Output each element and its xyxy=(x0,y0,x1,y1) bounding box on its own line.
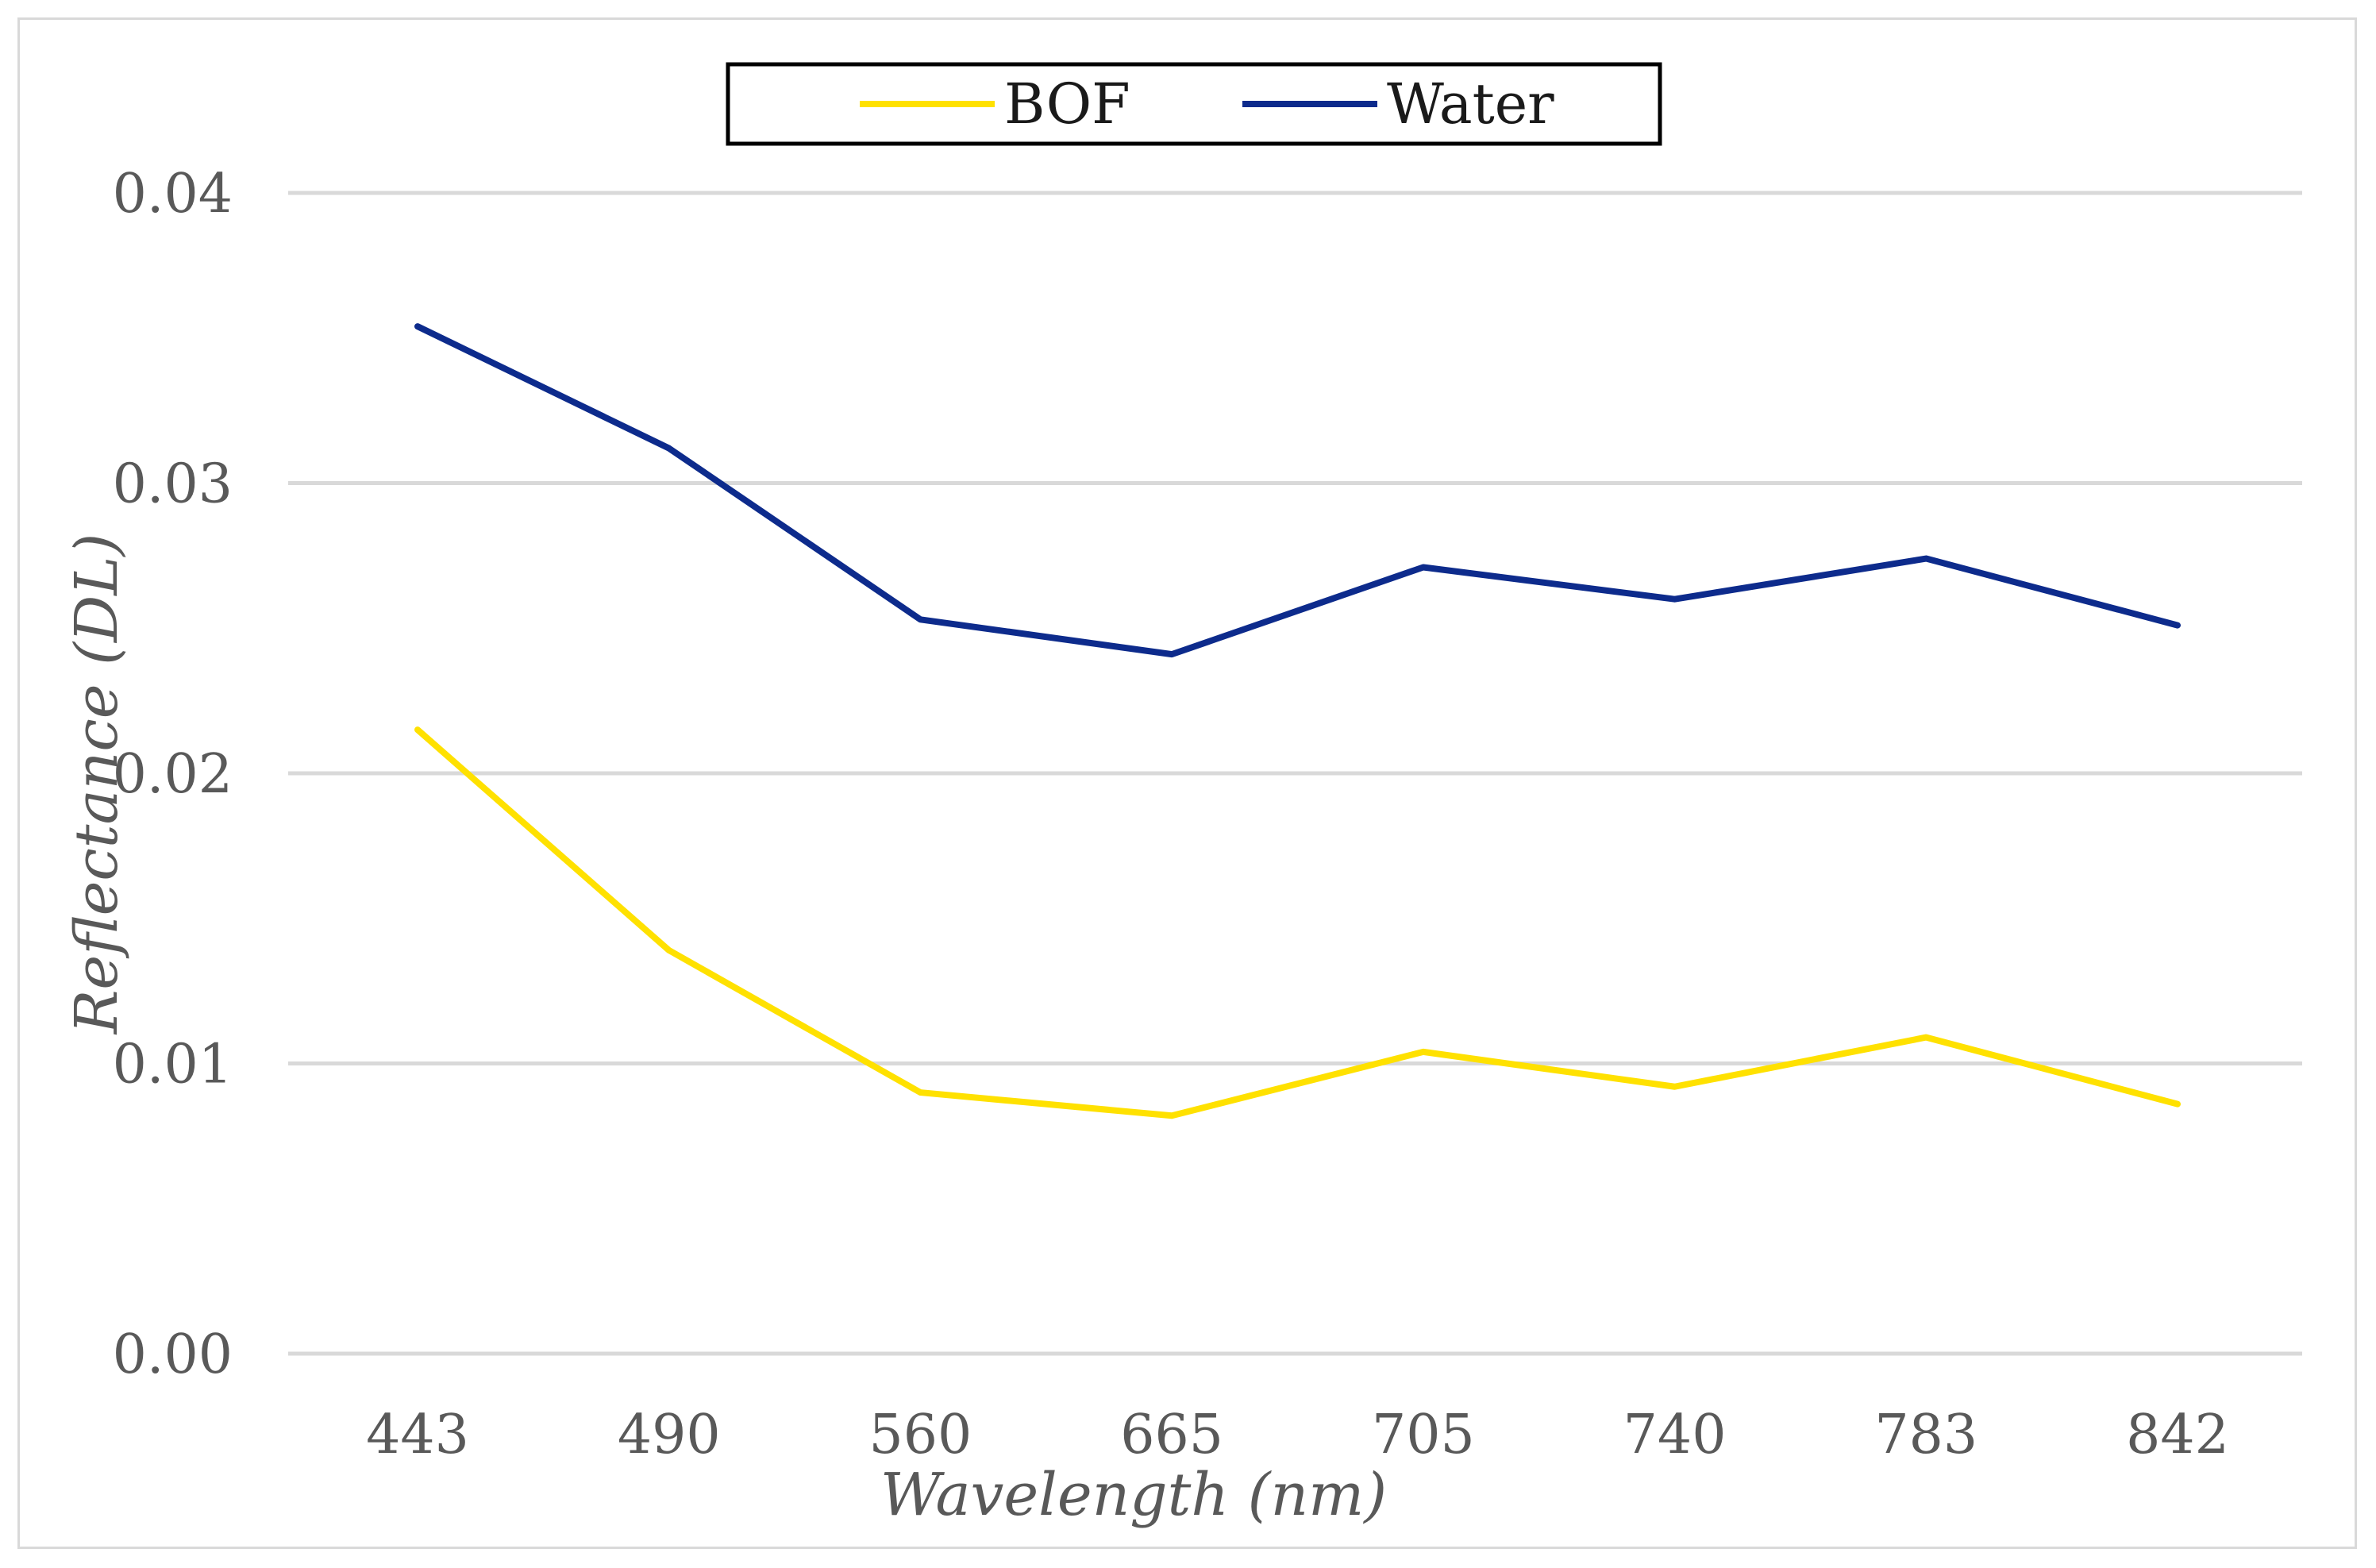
legend: BOF Water xyxy=(726,62,1662,146)
y-tick-label: 0.02 xyxy=(113,743,233,806)
x-tick-label: 490 xyxy=(618,1404,721,1466)
x-tick-label: 560 xyxy=(869,1404,972,1466)
chart-frame: 0.00 0.01 0.02 0.03 0.04 443 490 560 665 705 740 7… xyxy=(17,17,2357,1549)
x-axis-title: Wavelength (nm) xyxy=(880,1461,1387,1529)
gridlines xyxy=(288,191,2302,1356)
legend-label-water: Water xyxy=(1387,71,1554,137)
line-chart: 0.00 0.01 0.02 0.03 0.04 443 490 560 665 705 740 7… xyxy=(63,62,2302,1529)
x-tick-label: 665 xyxy=(1120,1404,1223,1466)
y-tick-label: 0.03 xyxy=(113,453,233,516)
series-line-bof xyxy=(414,726,2181,1119)
series-line-water xyxy=(414,323,2181,658)
x-axis-tick-labels: 443 490 560 665 705 740 783 842 xyxy=(366,1404,2229,1466)
y-tick-label: 0.04 xyxy=(113,163,233,225)
x-tick-label: 842 xyxy=(2126,1404,2229,1466)
y-tick-label: 0.01 xyxy=(113,1034,233,1096)
x-tick-label: 705 xyxy=(1372,1404,1475,1466)
x-tick-label: 740 xyxy=(1623,1404,1727,1466)
y-tick-label: 0.00 xyxy=(113,1323,233,1386)
legend-label-bof: BOF xyxy=(1004,71,1130,137)
x-tick-label: 443 xyxy=(366,1404,469,1466)
y-axis-tick-labels: 0.00 0.01 0.02 0.03 0.04 xyxy=(113,163,233,1386)
x-tick-label: 783 xyxy=(1874,1404,1977,1466)
series-lines xyxy=(414,323,2181,1119)
y-axis-title: Reflectance (DL) xyxy=(63,534,131,1036)
